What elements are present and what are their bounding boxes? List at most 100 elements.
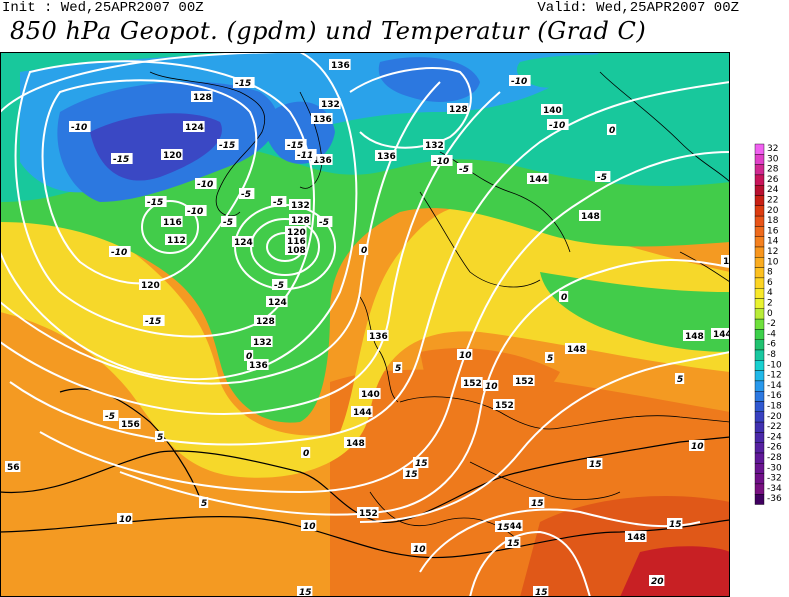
geopotential-label: 128 bbox=[291, 216, 310, 226]
temperature-label: 5 bbox=[395, 364, 401, 374]
temperature-label: 0 bbox=[246, 352, 252, 362]
temperature-label: 10 bbox=[119, 515, 132, 525]
legend-swatch bbox=[754, 473, 765, 485]
label-background bbox=[547, 119, 569, 130]
label-background bbox=[413, 457, 429, 468]
temperature-label: 10 bbox=[413, 545, 426, 555]
label-background bbox=[541, 104, 563, 115]
label-background bbox=[272, 279, 288, 290]
label-background bbox=[311, 113, 333, 124]
geopotential-label: 136 bbox=[313, 156, 332, 166]
label-background bbox=[483, 380, 499, 391]
legend-label: -14 bbox=[767, 381, 782, 391]
label-background bbox=[233, 77, 255, 88]
geopotential-label: 124 bbox=[185, 123, 204, 133]
temperature-label: -10 bbox=[111, 248, 127, 258]
legend-label: -18 bbox=[767, 402, 782, 412]
temperature-fill bbox=[0, 52, 730, 597]
label-background bbox=[266, 296, 288, 307]
label-background bbox=[69, 121, 91, 132]
legend-label: -16 bbox=[767, 391, 782, 401]
label-background bbox=[649, 575, 665, 586]
label-background bbox=[683, 330, 705, 341]
label-background bbox=[111, 153, 133, 164]
label-background bbox=[359, 244, 369, 255]
label-background bbox=[103, 410, 119, 421]
legend-swatch bbox=[754, 432, 765, 443]
label-background bbox=[447, 103, 469, 114]
geopotential-label: 152 bbox=[515, 377, 534, 387]
temperature-label: -10 bbox=[187, 207, 203, 217]
legend-swatch bbox=[754, 277, 765, 289]
geopotential-label: 136 bbox=[249, 361, 268, 371]
geopotential-label: 124 bbox=[268, 298, 287, 308]
legend-swatch bbox=[754, 215, 765, 227]
label-background bbox=[285, 244, 307, 255]
geopotential-label: 148 bbox=[567, 345, 586, 355]
label-background bbox=[457, 349, 473, 360]
label-background bbox=[529, 497, 545, 508]
legend-label: -10 bbox=[767, 360, 782, 370]
legend-swatch bbox=[754, 329, 765, 340]
temperature-label: -5 bbox=[223, 218, 233, 228]
label-background bbox=[513, 375, 535, 386]
legend-label: 22 bbox=[767, 196, 778, 206]
label-background bbox=[232, 236, 254, 247]
legend-label: -28 bbox=[767, 453, 782, 463]
legend-swatch bbox=[754, 195, 765, 207]
legend-swatch bbox=[754, 174, 765, 186]
geopotential-label: 136 bbox=[331, 61, 350, 71]
legend-label: 14 bbox=[767, 237, 779, 247]
legend-label: 8 bbox=[767, 268, 773, 278]
geopotential-label: 140 bbox=[361, 390, 380, 400]
label-background bbox=[317, 216, 333, 227]
label-background bbox=[185, 205, 207, 216]
label-background bbox=[271, 196, 287, 207]
temperature-label: 15 bbox=[589, 460, 602, 470]
temperature-label: 10 bbox=[691, 442, 704, 452]
legend-label: 2 bbox=[767, 299, 773, 309]
legend-swatch bbox=[754, 390, 765, 402]
label-background bbox=[509, 75, 531, 86]
legend-swatch bbox=[754, 463, 765, 474]
legend-label: 28 bbox=[767, 165, 779, 175]
label-background bbox=[357, 507, 379, 518]
temperature-label: 0 bbox=[561, 293, 567, 303]
label-background bbox=[721, 255, 730, 266]
temperature-label: 15 bbox=[535, 588, 548, 597]
temperature-label: 0 bbox=[609, 126, 615, 136]
label-background bbox=[254, 315, 276, 326]
label-background bbox=[501, 520, 523, 531]
label-background bbox=[143, 315, 165, 326]
temperature-legend: 32302826242220181614121086420-2-4-6-8-10… bbox=[754, 143, 782, 505]
legend-label: 12 bbox=[767, 247, 778, 257]
temperature-label: 20 bbox=[651, 577, 664, 587]
label-background bbox=[505, 537, 521, 548]
label-background bbox=[359, 388, 381, 399]
legend-swatch bbox=[754, 370, 765, 382]
legend-swatch bbox=[754, 236, 765, 248]
label-background bbox=[109, 246, 131, 257]
label-background bbox=[295, 149, 317, 160]
label-background bbox=[244, 350, 254, 361]
legend-swatch bbox=[754, 267, 765, 279]
geopotential-label: 144 bbox=[529, 175, 548, 185]
legend-label: 26 bbox=[767, 175, 779, 185]
temperature-label: -5 bbox=[105, 412, 115, 422]
label-background bbox=[301, 520, 317, 531]
label-background bbox=[689, 440, 705, 451]
geopotential-label: 136 bbox=[377, 152, 396, 162]
legend-swatch bbox=[754, 298, 765, 310]
legend-swatch bbox=[754, 442, 765, 454]
label-background bbox=[675, 373, 685, 384]
temperature-label: -5 bbox=[459, 165, 469, 175]
label-background bbox=[533, 586, 549, 597]
temperature-label: -15 bbox=[113, 155, 129, 165]
label-background bbox=[351, 406, 373, 417]
temperature-label: -10 bbox=[511, 77, 527, 87]
legend-label: -8 bbox=[767, 350, 776, 360]
label-background bbox=[545, 352, 555, 363]
legend-label: 20 bbox=[767, 206, 779, 216]
label-background bbox=[579, 210, 601, 221]
temperature-label: -15 bbox=[145, 317, 161, 327]
